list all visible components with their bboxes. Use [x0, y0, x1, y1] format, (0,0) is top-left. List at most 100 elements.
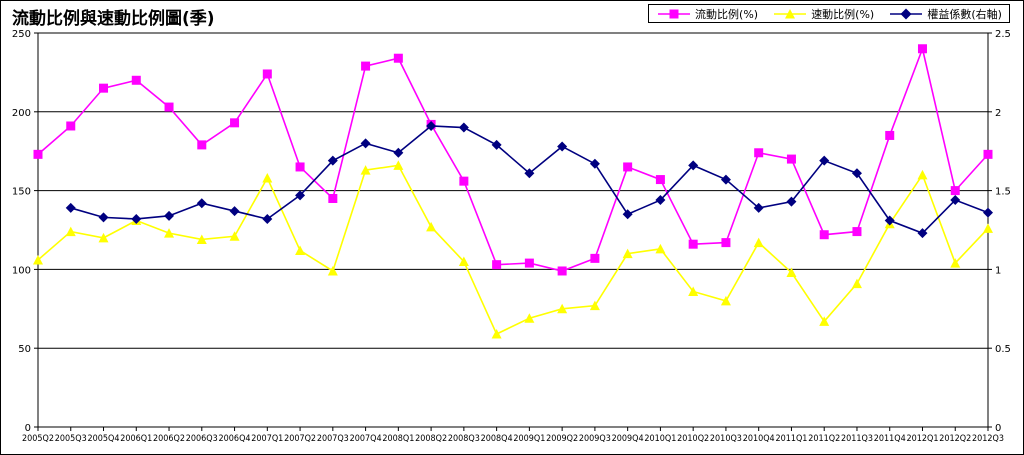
- data-point-equity-multiplier: [327, 155, 338, 166]
- data-point-quick-ratio: [458, 256, 469, 267]
- data-point-equity-multiplier: [491, 139, 502, 150]
- data-point-equity-multiplier: [622, 209, 633, 220]
- x-tick-label: 2010Q4: [743, 434, 775, 444]
- data-point-equity-multiplier: [164, 210, 175, 221]
- data-point-equity-multiplier: [688, 160, 699, 171]
- data-point-current-ratio: [230, 118, 240, 128]
- data-point-current-ratio: [983, 149, 993, 159]
- data-point-quick-ratio: [917, 169, 928, 180]
- data-point-current-ratio: [164, 102, 174, 112]
- data-point-quick-ratio: [196, 234, 207, 244]
- data-point-quick-ratio: [950, 258, 961, 268]
- data-point-equity-multiplier: [524, 168, 535, 179]
- data-point-current-ratio: [786, 154, 796, 164]
- legend: 流動比例(%) 速動比例(%) 權益係數(右軸): [648, 4, 1010, 23]
- x-tick-label: 2008Q1: [382, 434, 414, 444]
- data-point-quick-ratio: [983, 223, 993, 233]
- data-point-equity-multiplier: [589, 158, 600, 169]
- data-point-quick-ratio: [851, 278, 862, 289]
- right-tick-label: 0.5: [995, 344, 1011, 355]
- data-point-equity-multiplier: [786, 196, 797, 207]
- x-tick-label: 2006Q1: [120, 434, 152, 444]
- data-point-quick-ratio: [622, 248, 633, 259]
- data-point-equity-multiplier: [196, 198, 207, 209]
- x-tick-label: 2009Q2: [546, 434, 578, 444]
- data-point-equity-multiplier: [851, 168, 862, 179]
- data-point-current-ratio: [131, 75, 141, 85]
- x-tick-label: 2010Q2: [677, 434, 709, 444]
- data-point-current-ratio: [99, 83, 109, 93]
- data-point-quick-ratio: [295, 245, 306, 255]
- data-point-equity-multiplier: [229, 206, 240, 217]
- x-tick-label: 2007Q3: [317, 434, 349, 444]
- data-point-current-ratio: [917, 44, 927, 54]
- left-tick-label: 200: [12, 108, 31, 119]
- series-quick-ratio: [33, 160, 993, 339]
- data-point-quick-ratio: [557, 303, 568, 314]
- legend-label-quick-ratio: 速動比例(%): [811, 7, 875, 21]
- data-point-quick-ratio: [786, 267, 797, 278]
- data-point-quick-ratio: [98, 232, 109, 243]
- x-tick-label: 2012Q3: [972, 434, 1004, 444]
- data-point-quick-ratio: [655, 243, 666, 254]
- data-point-current-ratio: [197, 140, 207, 150]
- data-point-equity-multiplier: [983, 207, 993, 218]
- x-tick-label: 2006Q2: [153, 434, 185, 444]
- data-point-quick-ratio: [524, 313, 535, 323]
- data-point-current-ratio: [557, 266, 567, 276]
- x-tick-label: 2007Q4: [350, 434, 382, 444]
- series: [33, 44, 993, 339]
- x-tick-label: 2011Q4: [874, 434, 906, 444]
- data-point-current-ratio: [655, 175, 665, 185]
- legend-label-current-ratio: 流動比例(%): [695, 7, 759, 21]
- data-point-equity-multiplier: [655, 195, 666, 206]
- chart-title: 流動比例與速動比例圖(季): [12, 9, 215, 29]
- data-point-current-ratio: [754, 148, 764, 158]
- data-point-current-ratio: [819, 230, 829, 240]
- data-point-current-ratio: [623, 162, 633, 172]
- data-point-current-ratio: [721, 238, 731, 248]
- legend-label-equity-multiplier: 權益係數(右軸): [927, 7, 1002, 21]
- x-tick-label: 2008Q2: [415, 434, 447, 444]
- legend-swatch-current-ratio: [658, 9, 691, 18]
- x-tick-label: 2012Q1: [906, 434, 938, 444]
- x-tick-label: 2005Q4: [88, 434, 120, 444]
- data-point-quick-ratio: [589, 300, 600, 311]
- x-tick-label: 2009Q4: [612, 434, 644, 444]
- x-tick-label: 2010Q3: [710, 434, 742, 444]
- data-point-equity-multiplier: [262, 213, 273, 224]
- data-point-equity-multiplier: [393, 147, 404, 158]
- data-point-equity-multiplier: [753, 202, 764, 213]
- data-point-quick-ratio: [360, 165, 371, 175]
- x-tick-label: 2008Q3: [448, 434, 480, 444]
- data-point-equity-multiplier: [65, 202, 76, 213]
- data-point-quick-ratio: [229, 231, 240, 241]
- data-point-current-ratio: [524, 258, 534, 268]
- grid-lines: [38, 111, 988, 349]
- data-point-equity-multiplier: [360, 138, 371, 149]
- data-point-quick-ratio: [753, 237, 764, 248]
- series-equity-multiplier: [65, 120, 993, 239]
- x-tick-label: 2005Q3: [55, 434, 87, 444]
- x-tick-label: 2011Q2: [808, 434, 840, 444]
- x-tick-label: 2006Q3: [186, 434, 218, 444]
- data-point-equity-multiplier: [557, 141, 568, 152]
- x-tick-label: 2009Q1: [513, 434, 545, 444]
- left-tick-label: 50: [18, 344, 31, 355]
- right-tick-label: 0: [995, 423, 1001, 434]
- data-point-equity-multiplier: [131, 213, 142, 224]
- data-point-quick-ratio: [164, 228, 175, 238]
- data-point-quick-ratio: [720, 295, 731, 306]
- data-point-current-ratio: [295, 162, 305, 172]
- left-tick-label: 150: [12, 187, 31, 198]
- plot-border: [37, 32, 989, 428]
- data-point-current-ratio: [33, 149, 43, 159]
- left-tick-label: 0: [25, 423, 31, 434]
- legend-swatch-quick-ratio: [774, 8, 807, 18]
- data-point-equity-multiplier: [819, 155, 830, 166]
- x-tick-label: 2007Q2: [284, 434, 316, 444]
- data-point-equity-multiplier: [426, 120, 437, 131]
- data-point-equity-multiplier: [917, 228, 928, 239]
- data-point-quick-ratio: [327, 265, 338, 276]
- data-point-quick-ratio: [491, 329, 502, 339]
